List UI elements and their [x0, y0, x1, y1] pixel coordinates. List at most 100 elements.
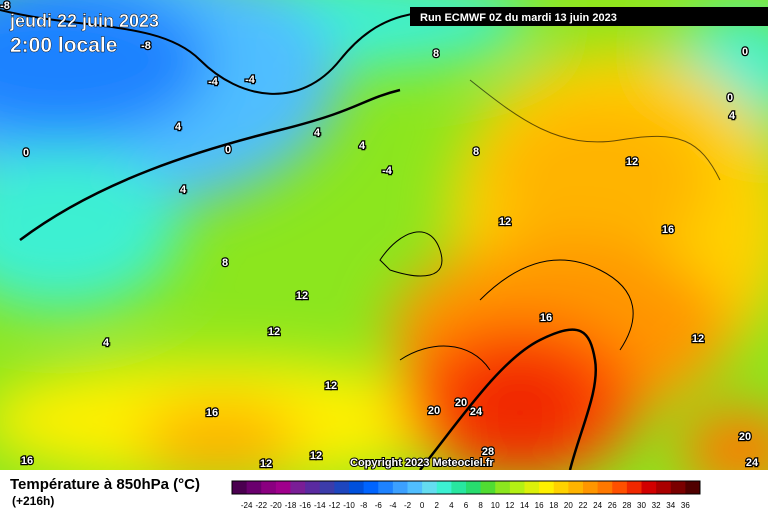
contour-label: 24 — [470, 406, 483, 418]
scale-swatch — [363, 481, 379, 494]
contour-label: 24 — [746, 457, 759, 469]
contour-label: 16 — [206, 407, 218, 419]
temperature-field — [0, 0, 768, 470]
scale-swatch — [626, 481, 642, 494]
scale-swatch — [597, 481, 613, 494]
contour-label: 12 — [260, 458, 272, 470]
scale-label: -2 — [404, 501, 412, 510]
color-scale: -24 -22 -20 -18 -16 -14 -12 -10 -8 -6 -4 -2 0 2 4 6 8 10 1… — [231, 480, 701, 510]
scale-label: -24 — [241, 501, 253, 510]
scale-swatch — [334, 481, 350, 494]
scale-label: 30 — [637, 501, 646, 510]
run-banner — [410, 7, 768, 26]
scale-label: -8 — [360, 501, 368, 510]
scale-swatch — [480, 481, 496, 494]
contour-label: 4 — [314, 127, 321, 139]
scale-swatch — [422, 481, 438, 494]
contour-label: 4 — [175, 121, 182, 133]
scale-swatch — [436, 481, 452, 494]
lead-time: (+216h) — [12, 494, 54, 508]
scale-swatch — [466, 481, 482, 494]
scale-label: -18 — [285, 501, 297, 510]
contour-label: -8 — [141, 40, 151, 52]
contour-label: 16 — [662, 224, 674, 236]
scale-label: -20 — [270, 501, 282, 510]
scale-swatch — [392, 481, 408, 494]
scale-swatch — [261, 481, 277, 494]
scale-label: 24 — [593, 501, 602, 510]
contour-labels: -8 -8 -4 -4 4 4 4 -4 0 0 4 0 0 4 8 8 12 12 16 8 12 12 4 16 12 12 1… — [0, 0, 760, 471]
contour-label: 20 — [739, 431, 751, 443]
contour-label: 0 — [742, 46, 748, 58]
scale-swatch — [612, 481, 628, 494]
contour-label: 0 — [23, 147, 29, 159]
scale-swatch — [246, 481, 262, 494]
contour-label: 16 — [540, 312, 552, 324]
scale-label: 34 — [666, 501, 675, 510]
scale-label: 28 — [622, 501, 631, 510]
contour-label: 28 — [482, 446, 494, 458]
scale-swatch — [275, 481, 291, 494]
contour-label: 0 — [225, 144, 231, 156]
scale-swatch — [495, 481, 511, 494]
scale-label: -6 — [375, 501, 383, 510]
scale-label: 32 — [652, 501, 661, 510]
contour-label: 12 — [325, 380, 337, 392]
scale-label: 22 — [579, 501, 588, 510]
contour-label: 0 — [727, 92, 733, 104]
scale-label: 12 — [505, 501, 514, 510]
scale-label: -12 — [329, 501, 341, 510]
contour-label: 12 — [296, 290, 308, 302]
scale-label: 26 — [608, 501, 617, 510]
contour-label: 12 — [499, 216, 511, 228]
contour-label: -4 — [382, 165, 393, 177]
scale-label: -14 — [314, 501, 326, 510]
contour-label: 8 — [222, 257, 228, 269]
contour-label: 20 — [428, 405, 440, 417]
contour-label: 4 — [359, 140, 366, 152]
scale-label: 18 — [549, 501, 558, 510]
scale-label: 16 — [535, 501, 544, 510]
scale-label: -10 — [343, 501, 355, 510]
scale-frame — [231, 480, 701, 495]
scale-swatch — [509, 481, 525, 494]
scale-label: 8 — [478, 501, 483, 510]
contour-label: 12 — [692, 333, 704, 345]
scale-swatch — [290, 481, 306, 494]
contour-label: 4 — [180, 184, 187, 196]
scale-label: 20 — [564, 501, 573, 510]
contour-label: 4 — [103, 337, 110, 349]
contour-label: -8 — [0, 0, 10, 12]
scale-swatch — [583, 481, 599, 494]
scale-label: -4 — [389, 501, 397, 510]
scale-swatch — [641, 481, 657, 494]
scale-swatch — [378, 481, 394, 494]
scale-swatch — [305, 481, 321, 494]
contour-label: -4 — [245, 74, 256, 86]
copyright: Copyright 2023 Meteociel.fr — [350, 457, 494, 469]
contour-label: 12 — [310, 450, 322, 462]
scale-label: 2 — [435, 501, 440, 510]
scale-label: 14 — [520, 501, 529, 510]
contour-label: 20 — [455, 397, 467, 409]
scale-swatch — [670, 481, 686, 494]
scale-label: -22 — [255, 501, 267, 510]
run-info: Run ECMWF 0Z du mardi 13 juin 2023 — [420, 12, 617, 24]
scale-swatch — [553, 481, 569, 494]
contour-label: 12 — [268, 326, 280, 338]
contour-label: 16 — [21, 455, 33, 467]
scale-label: 10 — [491, 501, 500, 510]
scale-swatch — [656, 481, 672, 494]
scale-swatch — [539, 481, 555, 494]
contour-label: 4 — [729, 110, 736, 122]
scale-swatch — [349, 481, 365, 494]
scale-swatch — [524, 481, 540, 494]
scale-label: 0 — [420, 501, 425, 510]
contour-label: 8 — [433, 48, 439, 60]
scale-label: 6 — [464, 501, 469, 510]
contour-label: -4 — [208, 76, 219, 88]
legend-title: Température à 850hPa (°C) — [10, 476, 200, 493]
scale-label: 36 — [681, 501, 690, 510]
